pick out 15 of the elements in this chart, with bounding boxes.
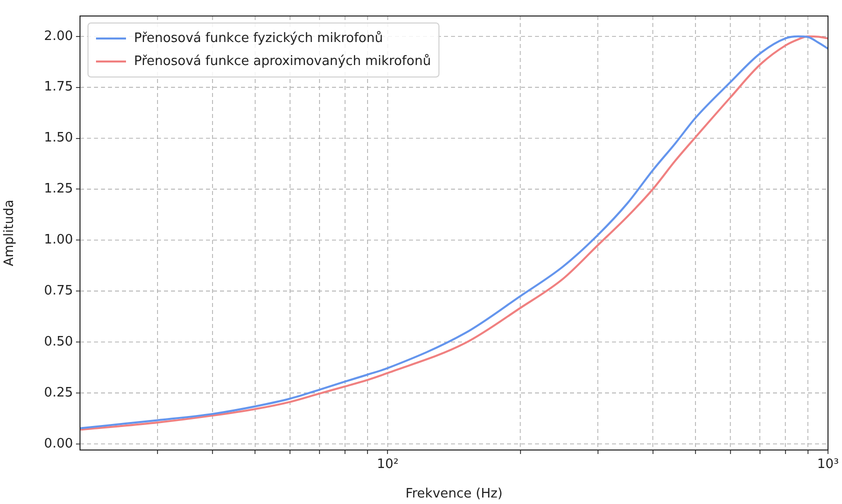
y-tick-label: 0.25 [44, 385, 73, 400]
legend-label: Přenosová funkce aproximovaných mikrofonů [134, 52, 431, 69]
legend-label: Přenosová funkce fyzických mikrofonů [134, 30, 383, 46]
y-tick-label: 1.00 [44, 232, 73, 248]
y-tick-label: 2.00 [44, 28, 73, 44]
y-tick-label: 1.75 [44, 80, 73, 95]
y-tick-label: 0.50 [44, 334, 73, 350]
x-tick-label: 10³ [817, 457, 839, 472]
y-tick-label: 0.00 [44, 436, 73, 452]
y-axis-title: Amplituda [2, 200, 18, 266]
x-axis-title: Frekvence (Hz) [405, 486, 503, 502]
y-tick-label: 0.75 [44, 283, 73, 298]
x-tick-label: 10² [376, 457, 399, 472]
y-tick-label: 1.25 [44, 182, 73, 197]
y-tick-label: 1.50 [44, 130, 73, 146]
